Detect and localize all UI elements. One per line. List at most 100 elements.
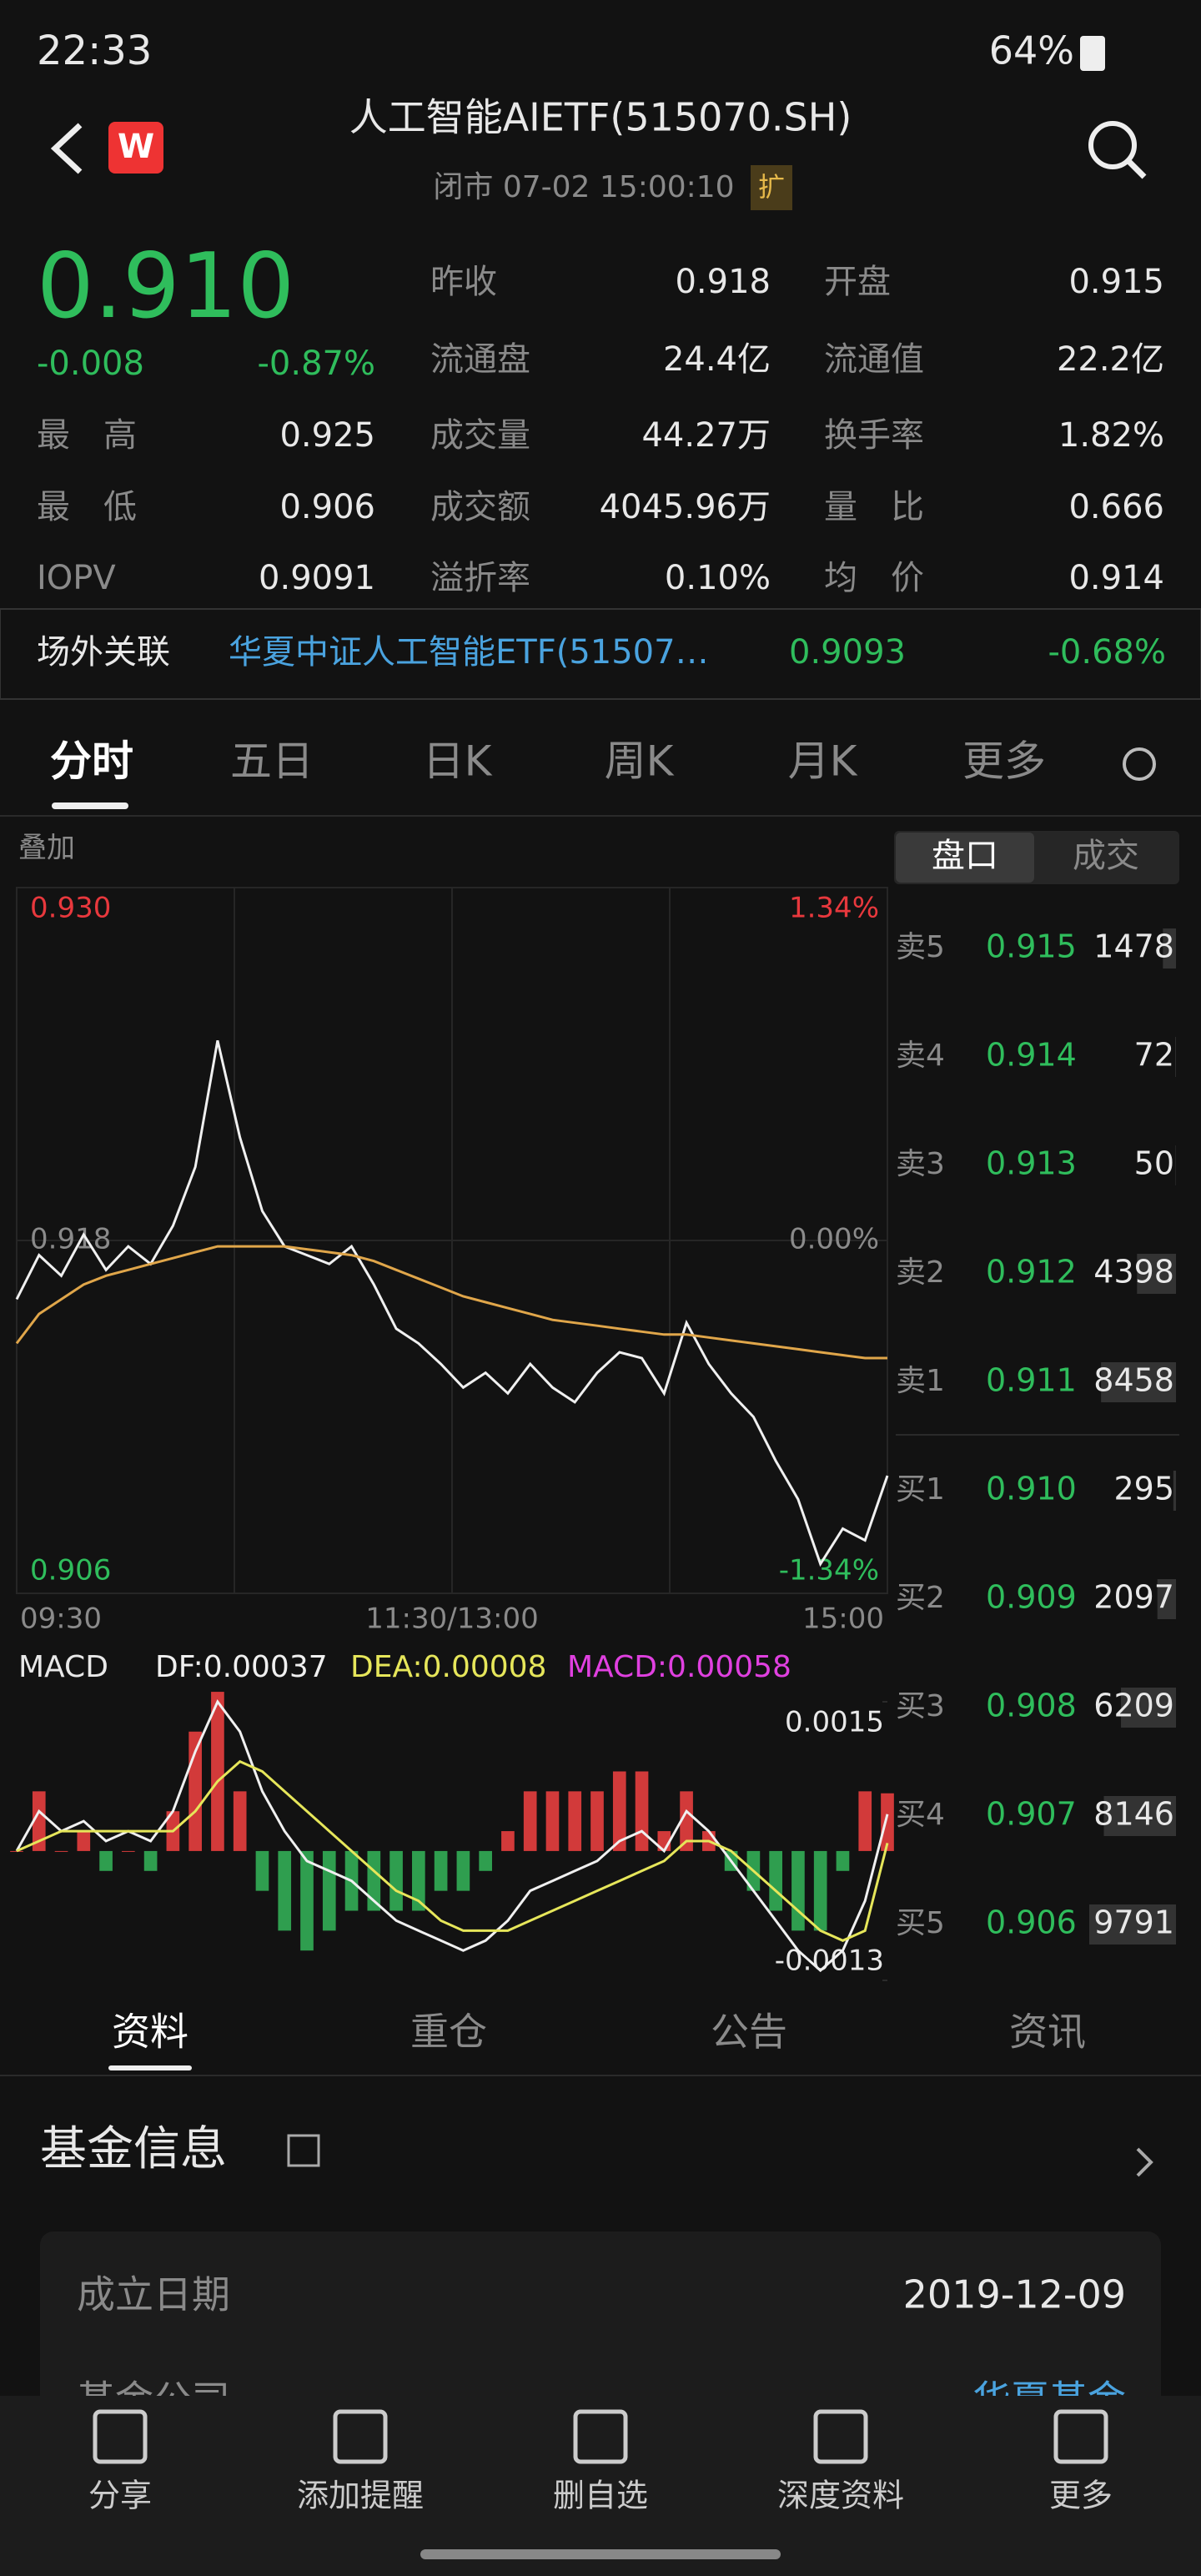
badge-bg [751,165,792,210]
macd-bar [367,1850,381,1911]
stat-value: 0.915 [1068,263,1164,301]
macd-bar [680,1791,693,1851]
offsite-change: -0.68% [1048,633,1166,672]
y-tick-label: 0.906 [30,1554,111,1587]
volume-bar [1137,1254,1176,1294]
macd-bar [769,1850,782,1911]
chart-tab[interactable]: 月K [788,737,858,786]
book-price: 0.906 [986,1904,1077,1941]
macd-legend: DEA:0.00008 [350,1650,546,1684]
macd-bar [32,1791,46,1851]
macd-bar [322,1850,336,1931]
nav-icon[interactable] [333,2409,388,2464]
volume-bar [1089,1904,1176,1945]
book-volume: 9791 [1093,1904,1174,1941]
chart-tab[interactable]: 五日 [230,737,314,786]
stat-value: 0.9091 [259,559,375,597]
macd-bar [77,1831,91,1851]
macd-bar [881,1793,894,1851]
book-volume: 4398 [1093,1254,1174,1291]
macd-tick-label: 0.0015 [785,1706,884,1739]
macd-bar [858,1791,872,1851]
macd-legend: DF:0.00037 [155,1650,328,1684]
stat-label: 最 低 [37,488,137,526]
macd-bar [568,1791,582,1851]
macd-title: MACD [18,1650,108,1684]
book-tab-active[interactable] [896,833,1034,883]
nav-label[interactable]: 深度资料 [777,2478,904,2514]
nav-label[interactable]: 添加提醒 [297,2478,424,2514]
volume-bar [1175,1037,1176,1077]
stat-value: 44.27万 [641,416,771,455]
back-button[interactable] [50,123,83,174]
fund-title: 基金信息 [40,2122,227,2176]
stat-value: 1.82% [1058,416,1164,455]
macd-bar [523,1791,537,1851]
stat-label: 昨收 [430,263,497,301]
book-label: 买4 [896,1798,945,1832]
nav-label[interactable]: 更多 [1049,2478,1113,2514]
macd-bar [278,1850,292,1931]
stat-value: 0.925 [279,416,375,455]
info-tab-underline [108,2065,192,2070]
settings-icon[interactable] [1123,747,1156,781]
book-price: 0.910 [986,1471,1077,1507]
stat-value: 0.914 [1068,559,1164,597]
nav-label[interactable]: 分享 [88,2478,152,2514]
stat-label: 量 比 [824,488,924,526]
share-icon[interactable] [287,2134,320,2167]
chart-tab[interactable]: 分时 [50,737,133,786]
nav-label[interactable]: 删自选 [553,2478,648,2514]
nav-icon[interactable] [93,2409,148,2464]
stat-value: 0.918 [675,263,771,301]
chart-tab[interactable]: 更多 [962,737,1046,786]
book-label: 卖1 [896,1364,945,1398]
book-label: 买1 [896,1472,945,1507]
stat-label: 流通值 [824,340,924,379]
nav-icon[interactable] [813,2409,868,2464]
macd-bar [233,1791,247,1851]
badge: 扩 [758,171,785,203]
macd-bar [813,1850,827,1931]
offsite-name[interactable]: 华夏中证人工智能ETF(51507… [229,633,709,672]
book-price: 0.914 [986,1037,1077,1074]
nav-icon[interactable] [573,2409,628,2464]
macd-bar [545,1791,560,1851]
time-label: 11:30/13:00 [365,1602,538,1636]
info-tab[interactable]: 公告 [711,2010,787,2055]
info-tab[interactable]: 资讯 [1009,2010,1086,2055]
book-tab[interactable]: 盘口 [932,837,998,875]
offsite-box [0,608,1201,700]
macd-bar [456,1850,470,1891]
chart-tab[interactable]: 日K [423,737,493,786]
book-volume: 2097 [1093,1579,1174,1616]
macd-bar [211,1692,224,1851]
macd-bar [635,1771,649,1851]
volume-bar [1173,1471,1176,1511]
info-tab[interactable]: 资料 [112,2010,188,2055]
market-status: 闭市 07-02 15:00:10 [433,170,734,204]
bottom-nav-cover [0,2396,1201,2576]
time-label: 09:30 [20,1602,102,1636]
info-tab[interactable]: 重仓 [410,2010,487,2055]
book-price: 0.912 [986,1254,1077,1291]
macd-bar [501,1831,515,1851]
volume-bar [1163,928,1176,969]
book-price: 0.911 [986,1362,1077,1399]
chart-tab[interactable]: 周K [605,737,675,786]
overlay-label[interactable]: 叠加 [18,832,75,865]
search-button[interactable] [1088,121,1137,169]
macd-bar [99,1850,113,1871]
stat-value: 24.4亿 [663,340,771,379]
chevron[interactable] [1136,2147,1153,2177]
macd-bar [300,1850,314,1951]
volume-bar [1103,1796,1176,1836]
book-tab[interactable]: 成交 [1073,837,1139,875]
macd-bar [122,1850,135,1852]
stat-label: 换手率 [824,416,924,455]
nav-icon[interactable] [1053,2409,1108,2464]
macd-tick-label: -0.0013 [775,1945,884,1978]
stat-value: 22.2亿 [1057,340,1164,379]
book-price: 0.913 [986,1145,1077,1182]
